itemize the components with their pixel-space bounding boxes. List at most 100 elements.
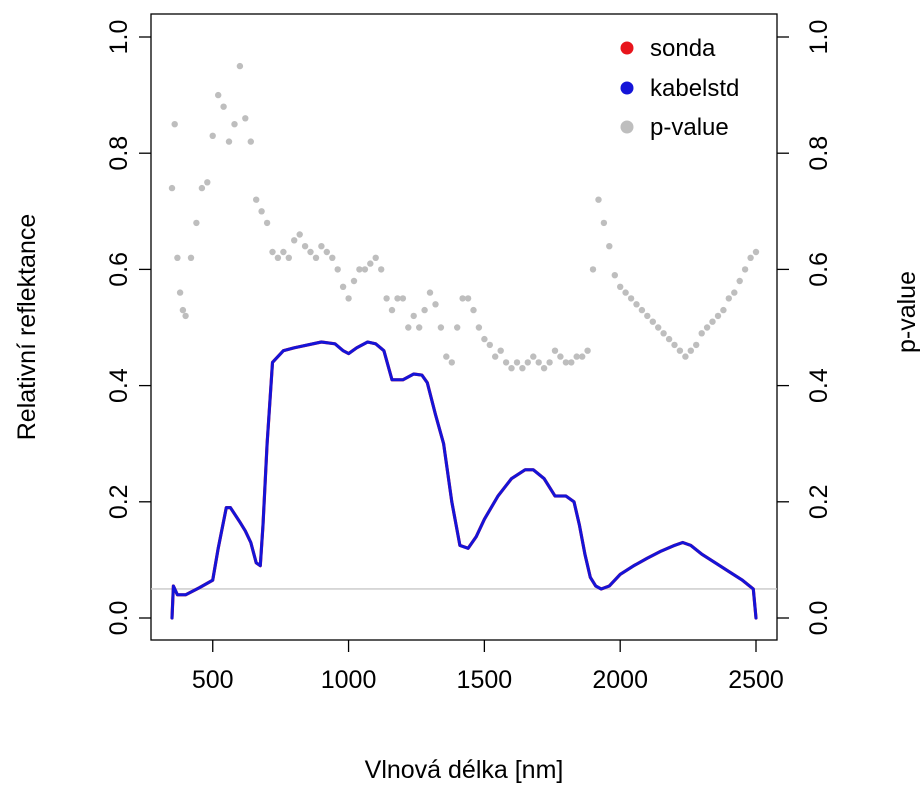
pvalue-point [410, 312, 417, 320]
pvalue-point [595, 196, 602, 203]
pvalue-point [176, 289, 184, 296]
pvalue-point [388, 306, 396, 314]
pvalue-point [502, 359, 510, 366]
pvalue-point [551, 347, 559, 354]
pvalue-point [394, 295, 401, 302]
plot-area [150, 13, 778, 641]
pvalue-point [274, 254, 282, 261]
pvalue-point [524, 359, 531, 366]
pvalue-point [714, 312, 722, 320]
pvalue-point [448, 359, 455, 366]
pvalue-point [676, 347, 684, 354]
pvalue-point [741, 266, 749, 273]
pvalue-point [665, 335, 673, 343]
pvalue-point [329, 254, 336, 261]
pvalue-point [301, 243, 309, 250]
pvalue-point [649, 318, 656, 325]
pvalue-point [174, 254, 181, 261]
pvalue-point [209, 132, 216, 139]
pvalue-point [475, 324, 483, 331]
pvalue-point [236, 62, 244, 70]
x-axis-title: Vlnová délka [nm] [365, 756, 564, 784]
pvalue-point [535, 359, 542, 366]
pvalue-point [660, 330, 667, 337]
pvalue-point [204, 179, 211, 186]
pvalue-point [372, 254, 379, 261]
pvalue-point [736, 277, 743, 285]
pvalue-point [416, 324, 423, 331]
pvalue-point [492, 353, 499, 360]
pvalue-point [573, 353, 580, 360]
pvalue-point [269, 248, 276, 256]
y-tick-label: 0.2 [105, 484, 133, 519]
pvalue-point [530, 353, 537, 360]
y2-tick-label: 0.0 [805, 601, 833, 636]
pvalue-point [399, 295, 407, 302]
pvalue-point [633, 301, 640, 308]
y2-tick-label: 0.4 [805, 368, 833, 403]
pvalue-point [579, 353, 586, 360]
x-tick-label: 2000 [592, 666, 648, 694]
x-tick-label: 1500 [457, 666, 513, 694]
pvalue-point [193, 219, 200, 227]
pvalue-point [258, 208, 265, 215]
y-tick-label: 0.8 [105, 136, 133, 171]
pvalue-point [171, 121, 178, 128]
pvalue-point [179, 306, 187, 314]
pvalue-point [437, 324, 445, 331]
pvalue-point [247, 138, 254, 145]
pvalue-point [296, 231, 303, 238]
pvalue-point [242, 115, 249, 122]
series-lines [170, 340, 758, 620]
pvalue-point [421, 306, 428, 314]
pvalue-point [655, 324, 662, 331]
pvalue-point [187, 254, 195, 261]
pvalue-point [198, 184, 206, 192]
pvalue-point [263, 219, 271, 227]
y-axis-right: 0.0 0.2 0.4 0.6 0.8 1.0 [777, 20, 833, 636]
pvalue-point [285, 254, 292, 261]
pvalue-point [356, 266, 363, 273]
pvalue-point [383, 295, 390, 302]
pvalue-point [225, 138, 233, 145]
pvalue-point [497, 347, 504, 354]
pvalue-point [405, 324, 412, 331]
pvalue-point [443, 353, 450, 360]
y-axis-left: 0.0 0.2 0.4 0.6 0.8 1.0 [105, 20, 151, 636]
x-tick-label: 500 [192, 666, 234, 694]
pvalue-point [361, 266, 369, 273]
pvalue-point [454, 324, 461, 331]
pvalue-point [600, 219, 608, 227]
pvalue-point [426, 289, 434, 296]
y2-tick-label: 1.0 [805, 20, 833, 55]
pvalue-points [168, 62, 760, 372]
pvalue-point [693, 341, 700, 349]
x-axis: 500 1000 1500 2000 2500 [192, 640, 784, 694]
pvalue-point [367, 260, 374, 267]
pvalue-point [682, 353, 689, 360]
pvalue-point [312, 254, 320, 261]
pvalue-point [687, 347, 694, 354]
y-tick-label: 0.0 [105, 601, 133, 636]
pvalue-point [644, 312, 651, 320]
pvalue-point [220, 103, 227, 110]
legend-marker-kabelstd [620, 81, 634, 95]
pvalue-point [486, 341, 493, 349]
pvalue-point [307, 248, 314, 256]
pvalue-point [231, 121, 238, 128]
pvalue-point [546, 359, 553, 366]
pvalue-point [470, 306, 477, 314]
pvalue-point [557, 353, 564, 360]
pvalue-point [182, 312, 189, 320]
y2-tick-label: 0.8 [805, 136, 833, 171]
pvalue-point [725, 295, 732, 302]
legend-marker-p-value [620, 120, 634, 134]
pvalue-point [709, 318, 716, 325]
pvalue-point [752, 248, 760, 256]
pvalue-point [589, 266, 597, 273]
pvalue-point [215, 91, 222, 99]
legend-label-sonda: sonda [650, 35, 716, 62]
series-line-kabelstd [170, 340, 758, 620]
pvalue-point [339, 283, 347, 290]
y-tick-label: 0.6 [105, 252, 133, 287]
